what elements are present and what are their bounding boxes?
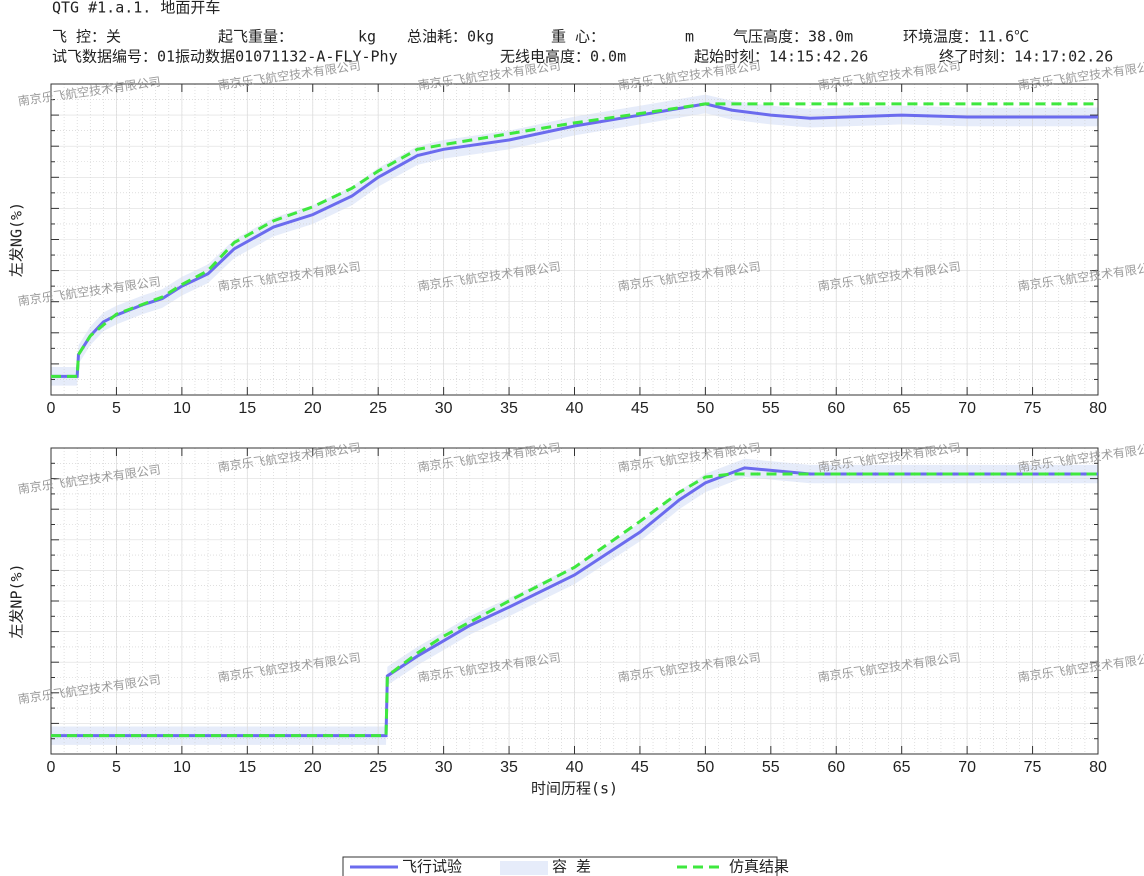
watermark: 南京乐飞航空技术有限公司	[417, 440, 562, 475]
x-tick-label: 80	[1089, 759, 1107, 776]
watermark: 南京乐飞航空技术有限公司	[817, 650, 962, 685]
x-tick-label: 25	[369, 759, 387, 776]
x-tick-label: 60	[827, 759, 845, 776]
watermark: 南京乐飞航空技术有限公司	[1017, 650, 1144, 685]
header-field: 起始时刻：14:15:42.26	[694, 48, 868, 66]
x-tick-label: 65	[893, 759, 911, 776]
header-field: 总油耗：0kg	[407, 28, 494, 46]
x-tick-label: 75	[1024, 759, 1042, 776]
watermark: 南京乐飞航空技术有限公司	[217, 259, 362, 294]
watermark: 南京乐飞航空技术有限公司	[817, 259, 962, 294]
y-axis-label: 左发NG(%)	[8, 202, 26, 277]
x-tick-label: 20	[304, 759, 322, 776]
x-tick-label: 35	[500, 400, 518, 417]
x-tick-label: 40	[566, 400, 584, 417]
x-axis-label: 时间历程(s)	[531, 780, 618, 798]
header-field: 试飞数据编号：01振动数据01071132-A-FLY-Phy	[52, 48, 398, 66]
watermark: 南京乐飞航空技术有限公司	[417, 58, 562, 93]
x-tick-label: 45	[631, 759, 649, 776]
x-tick-label: 20	[304, 400, 322, 417]
series-line	[51, 472, 1098, 738]
plot-frame	[50, 83, 1099, 396]
watermark: 南京乐飞航空技术有限公司	[217, 440, 362, 475]
header-field: 重 心：	[551, 28, 605, 46]
watermark: 南京乐飞航空技术有限公司	[17, 74, 162, 109]
x-tick-label: 25	[369, 400, 387, 417]
watermark: 南京乐飞航空技术有限公司	[617, 58, 762, 93]
legend-label: 飞行试验	[402, 858, 462, 876]
watermark: 南京乐飞航空技术有限公司	[617, 259, 762, 294]
header-field: 环境温度：11.6℃	[903, 28, 1029, 46]
x-tick-label: 10	[173, 759, 191, 776]
header-field: 终了时刻：14:17:02.26	[939, 48, 1113, 66]
y-axis-label: 左发NP(%)	[8, 563, 26, 638]
header-field: m	[685, 28, 694, 46]
header-field: 无线电高度：0.0m	[500, 48, 626, 66]
x-tick-label: 45	[631, 400, 649, 417]
watermark: 南京乐飞航空技术有限公司	[617, 650, 762, 685]
header-line: QTG #1.a.1. 地面开车	[52, 0, 220, 17]
x-tick-label: 55	[762, 759, 780, 776]
x-tick-label: 0	[47, 400, 56, 417]
watermark: 南京乐飞航空技术有限公司	[217, 650, 362, 685]
x-tick-label: 80	[1089, 400, 1107, 417]
x-tick-label: 10	[173, 400, 191, 417]
legend-label: 容 差	[552, 858, 591, 876]
header-field: 气压高度：38.0m	[733, 28, 853, 46]
x-tick-label: 40	[566, 759, 584, 776]
x-tick-label: 15	[238, 400, 256, 417]
x-tick-label: 60	[827, 400, 845, 417]
header-field: 起飞重量：	[218, 28, 293, 46]
x-tick-label: 75	[1024, 400, 1042, 417]
watermark: 南京乐飞航空技术有限公司	[17, 462, 162, 497]
legend-label: 仿真结果	[729, 858, 789, 876]
watermark: 南京乐飞航空技术有限公司	[1017, 259, 1144, 294]
plot-frame	[50, 447, 1099, 755]
header-field: 飞 控：关	[52, 28, 121, 46]
x-tick-label: 30	[435, 759, 453, 776]
x-tick-label: 30	[435, 400, 453, 417]
x-tick-label: 55	[762, 400, 780, 417]
watermark: 南京乐飞航空技术有限公司	[17, 672, 162, 707]
watermark: 南京乐飞航空技术有限公司	[417, 650, 562, 685]
x-tick-label: 50	[696, 759, 714, 776]
x-tick-label: 35	[500, 759, 518, 776]
x-tick-label: 15	[238, 759, 256, 776]
watermark: 南京乐飞航空技术有限公司	[417, 259, 562, 294]
x-tick-label: 70	[958, 400, 976, 417]
legend-swatch	[500, 861, 548, 875]
series-line	[51, 102, 1098, 378]
x-tick-label: 50	[696, 400, 714, 417]
x-tick-label: 65	[893, 400, 911, 417]
x-tick-label: 5	[112, 400, 121, 417]
x-tick-label: 70	[958, 759, 976, 776]
series-line	[51, 102, 1098, 378]
x-tick-label: 5	[112, 759, 121, 776]
header-field: kg	[358, 28, 376, 46]
legend-box	[342, 856, 778, 876]
x-tick-label: 0	[47, 759, 56, 776]
